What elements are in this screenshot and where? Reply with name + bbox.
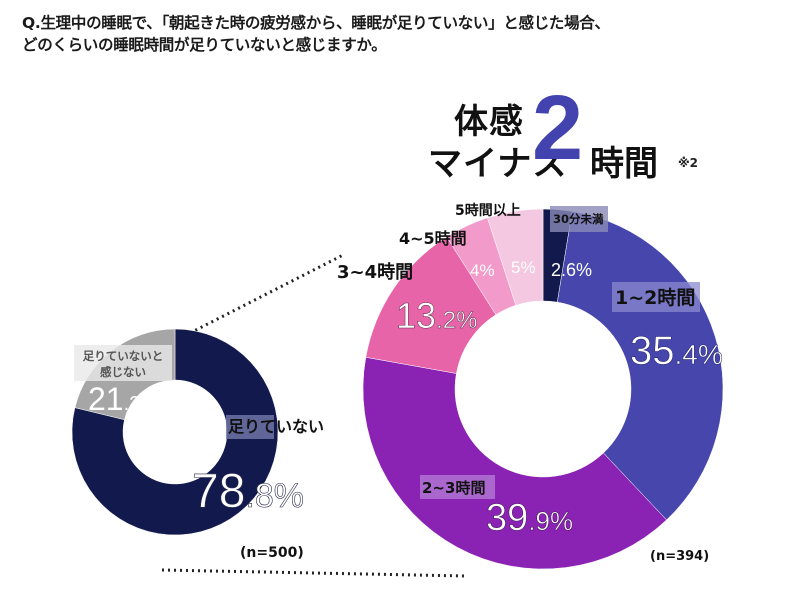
label-2-3h: 2~3時間 [422, 479, 485, 497]
pct-30min: 2.6% [551, 260, 592, 280]
small-label-line2: 感じない [100, 365, 146, 379]
question-text: Q.生理中の睡眠で、「朝起きた時の疲労感から、睡眠が足りていない」と感じた場合、… [22, 12, 610, 56]
pct-2-3h: 39.9% [486, 497, 573, 539]
label-5h-plus: 5時間以上 [455, 202, 521, 219]
label-bg-1-2h [612, 282, 700, 312]
big-donut-slice-5 [487, 208, 544, 306]
headline-word-1: 体感 [454, 102, 524, 142]
label-1-2h: 1~2時間 [615, 287, 695, 309]
label-bg-2-3h [420, 475, 495, 499]
pct-3-4h: 13.2% [396, 295, 477, 336]
small-label-bg [226, 415, 274, 439]
headline-note: ※2 [678, 156, 699, 170]
small-label-line1: 足りていないと [83, 349, 164, 363]
small-pct-21: 21.2% [88, 381, 158, 417]
headline-unit: 時間 [590, 144, 658, 184]
pct-5h-plus: 5% [511, 258, 536, 277]
small-n-label: (n=500) [240, 545, 304, 561]
connector-line-top [189, 252, 346, 335]
headline: 体感 マイナス 2 時間 ※2 [428, 82, 740, 190]
pct-4-5h: 4% [470, 261, 495, 280]
label-bg-30min [550, 206, 608, 232]
big-donut-slice-2 [362, 356, 667, 570]
small-label-not-enough-other: 足りていないと 感じない [74, 345, 172, 381]
question-line-1: Q.生理中の睡眠で、「朝起きた時の疲労感から、睡眠が足りていない」と感じた場合、 [22, 14, 610, 32]
small-pct-78: 78.8% [192, 465, 304, 518]
label-4-5h: 4~5時間 [399, 229, 467, 248]
question-line-2: どのくらいの睡眠時間が足りていないと感じますか。 [22, 36, 387, 54]
label-30min: 30分未満 [553, 212, 604, 226]
pct-1-2h: 35.4% [630, 329, 723, 373]
headline-number: 2 [532, 77, 584, 179]
small-donut-slice-0 [71, 328, 279, 536]
connector-line-bottom [161, 568, 467, 578]
headline-word-2: マイナス [428, 144, 568, 184]
small-label-not-enough: 足りていない [228, 417, 324, 436]
big-n-label: (n=394) [650, 549, 709, 564]
label-3-4h: 3~4時間 [337, 262, 413, 283]
